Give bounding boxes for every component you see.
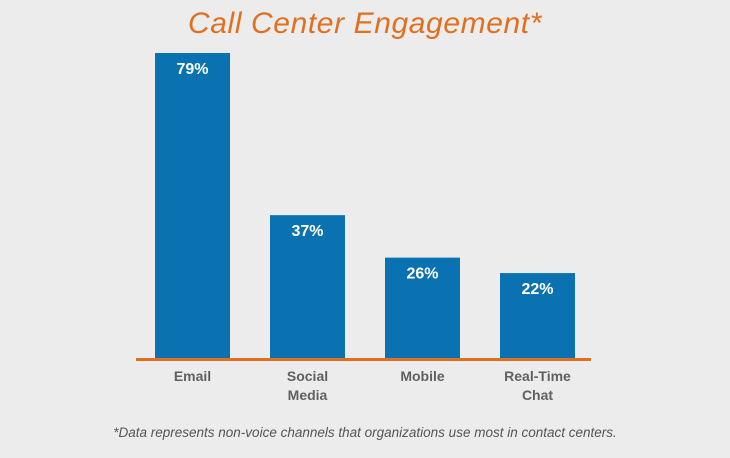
category-label-social-media: Social Media (287, 368, 328, 403)
footnote: *Data represents non-voice channels that… (113, 425, 617, 440)
bars-layer (155, 53, 575, 358)
value-label-social-media: 37% (291, 223, 323, 240)
value-label-mobile: 26% (406, 266, 438, 283)
bar-mobile (385, 257, 460, 358)
value-label-real-time-chat: 22% (521, 281, 553, 298)
value-label-email: 79% (176, 61, 208, 78)
bar-email (155, 53, 230, 358)
category-label-mobile: Mobile (400, 368, 445, 384)
bar-real-time-chat (500, 273, 575, 358)
category-label-email: Email (174, 368, 211, 384)
value-labels-layer: 79% 37% 26% 22% (176, 61, 553, 298)
chart-title: Call Center Engagement* (188, 7, 542, 40)
category-label-real-time-chat: Real-Time Chat (504, 368, 571, 403)
bar-social-media (270, 215, 345, 358)
category-labels-layer: Email Social Media Mobile Real-Time Chat (174, 368, 571, 403)
